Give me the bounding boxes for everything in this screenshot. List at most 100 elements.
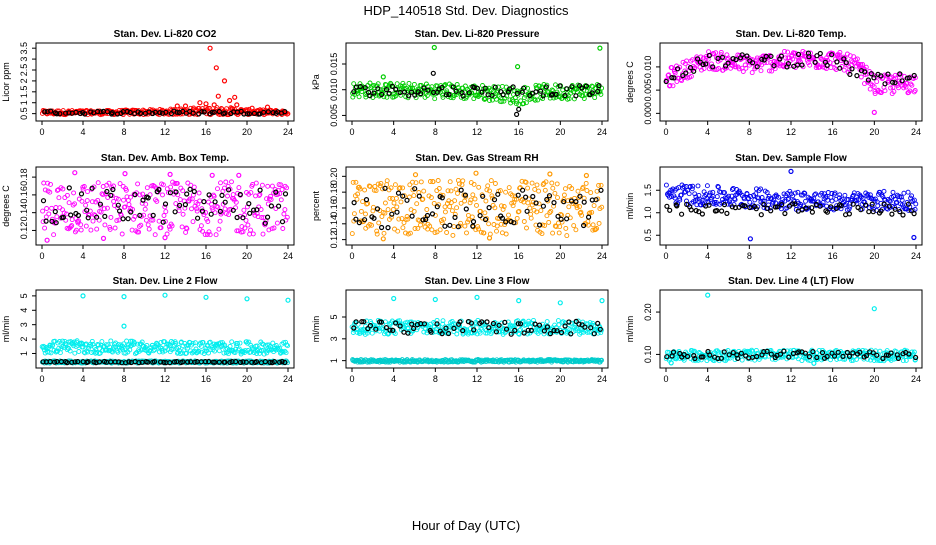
data-point xyxy=(60,338,65,344)
data-point xyxy=(557,224,563,230)
data-point xyxy=(683,70,689,76)
data-point xyxy=(498,88,504,95)
data-point xyxy=(492,205,498,211)
panel-y-axis-label: kPa xyxy=(311,74,321,90)
data-point xyxy=(549,180,555,186)
data-point xyxy=(69,359,75,365)
data-point xyxy=(583,83,590,89)
outlier-point xyxy=(203,294,209,300)
data-point xyxy=(566,319,572,325)
x-tick-label: 24 xyxy=(911,374,921,384)
data-point xyxy=(825,197,831,203)
data-point xyxy=(214,203,220,209)
data-point xyxy=(758,212,764,218)
x-axis-ticks: 0 4 8 12 16 20 24 xyxy=(663,368,921,384)
figure-x-axis-label: Hour of Day (UTC) xyxy=(412,518,520,533)
data-point xyxy=(596,82,602,89)
series-2-points xyxy=(351,70,602,118)
data-point xyxy=(511,199,517,205)
data-point xyxy=(501,204,507,209)
x-tick-label: 20 xyxy=(869,251,879,261)
data-point xyxy=(680,72,686,79)
data-point xyxy=(377,183,383,189)
data-point xyxy=(732,62,738,67)
data-point xyxy=(279,359,285,365)
data-point xyxy=(279,219,286,225)
data-point xyxy=(104,188,110,195)
outlier-point xyxy=(213,65,219,71)
data-point xyxy=(498,221,504,227)
data-point xyxy=(867,86,873,92)
data-point xyxy=(462,198,468,204)
data-point xyxy=(396,216,402,222)
data-point xyxy=(161,359,167,365)
data-point xyxy=(351,325,357,331)
data-point xyxy=(508,331,514,337)
data-point xyxy=(850,350,856,356)
data-point xyxy=(710,64,716,70)
data-point xyxy=(284,185,290,191)
data-point xyxy=(202,232,208,238)
data-point xyxy=(394,204,400,210)
data-point xyxy=(716,349,722,355)
data-point xyxy=(469,214,475,220)
data-point xyxy=(706,202,712,208)
data-point xyxy=(394,209,400,215)
data-point xyxy=(718,49,724,55)
data-point xyxy=(148,217,154,223)
data-point xyxy=(155,342,161,348)
data-point xyxy=(362,85,368,91)
data-point xyxy=(273,189,279,195)
data-point xyxy=(472,196,478,202)
outlier-point xyxy=(167,171,173,177)
x-tick-label: 16 xyxy=(514,127,524,137)
panel-y-axis-label: percent xyxy=(311,190,321,221)
data-point xyxy=(690,183,696,189)
data-point xyxy=(385,207,391,213)
x-tick-label: 12 xyxy=(160,251,170,261)
data-point xyxy=(221,185,227,191)
data-point xyxy=(886,198,892,204)
data-point xyxy=(235,341,240,346)
data-point xyxy=(791,347,797,353)
data-point xyxy=(533,200,539,206)
data-point xyxy=(384,178,390,184)
y-tick-label: 0.010 xyxy=(329,78,339,101)
data-point xyxy=(206,192,212,198)
data-point xyxy=(847,71,853,78)
data-point xyxy=(878,200,884,206)
data-point xyxy=(718,208,725,214)
data-point xyxy=(405,325,411,331)
data-point xyxy=(274,220,280,226)
data-point xyxy=(80,341,86,347)
data-point xyxy=(470,219,477,225)
data-point xyxy=(358,327,364,333)
data-point xyxy=(76,349,82,354)
data-point xyxy=(888,350,894,356)
y-tick-label: 3 xyxy=(329,336,339,341)
data-point xyxy=(374,206,381,212)
data-point xyxy=(543,179,549,185)
data-point xyxy=(495,324,501,329)
data-point xyxy=(700,61,706,68)
data-point xyxy=(674,355,680,360)
x-tick-label: 16 xyxy=(201,374,211,384)
data-point xyxy=(98,209,104,215)
data-point xyxy=(691,353,697,359)
data-point xyxy=(160,219,166,225)
data-point xyxy=(237,340,243,346)
data-point xyxy=(249,359,255,365)
data-point xyxy=(542,223,548,228)
data-point xyxy=(174,180,180,186)
data-point xyxy=(405,216,411,222)
data-point xyxy=(719,54,726,60)
data-point xyxy=(226,187,232,193)
data-point xyxy=(589,209,595,215)
data-point xyxy=(215,204,221,210)
data-point xyxy=(454,82,460,87)
data-point xyxy=(151,359,158,365)
data-point xyxy=(489,193,495,199)
data-point xyxy=(871,358,877,363)
series-1-points xyxy=(39,292,291,357)
data-point xyxy=(726,352,732,358)
